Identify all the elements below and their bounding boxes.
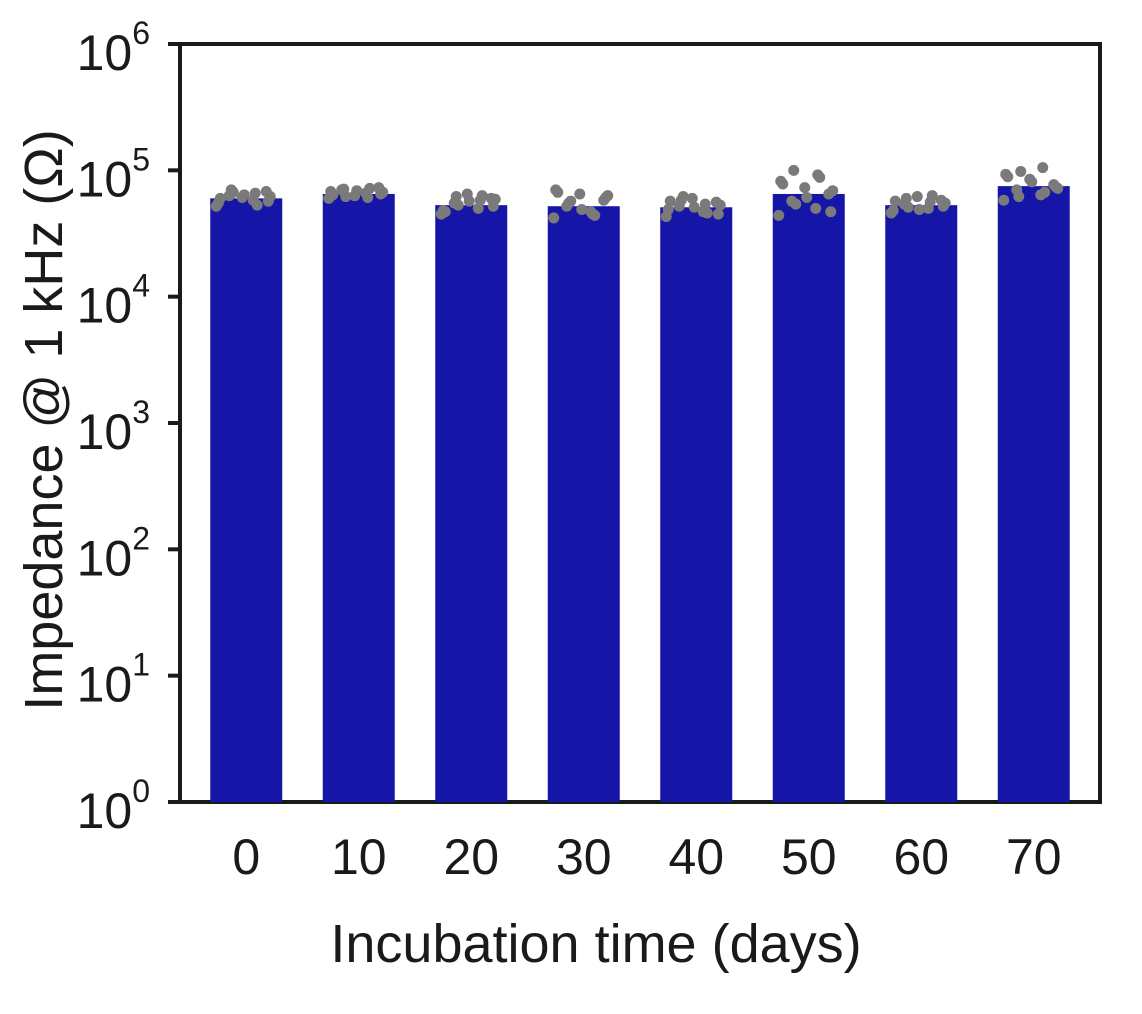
x-tick-label: 60	[893, 829, 949, 885]
data-point	[911, 191, 923, 203]
data-point	[439, 206, 451, 218]
y-tick-label: 100	[77, 773, 150, 839]
data-point	[463, 195, 475, 207]
data-point	[589, 209, 601, 221]
data-point	[552, 186, 564, 198]
data-point	[788, 164, 800, 176]
data-point	[574, 188, 586, 200]
data-point	[238, 189, 250, 201]
data-point	[1015, 165, 1027, 177]
x-tick-label: 40	[668, 829, 724, 885]
x-tick-label: 20	[443, 829, 499, 885]
data-point	[701, 207, 713, 219]
y-tick-label: 101	[77, 647, 150, 713]
data-point	[777, 178, 789, 190]
bar-70	[997, 186, 1070, 803]
x-ticks-group: 0 10 20 30 40 50 60 70	[232, 829, 1061, 885]
data-point	[489, 193, 501, 205]
y-tick-label: 104	[77, 268, 150, 334]
x-tick-label: 10	[331, 829, 387, 885]
data-point	[565, 195, 577, 207]
data-point	[251, 199, 263, 211]
data-point	[686, 192, 698, 204]
x-tick-label: 0	[232, 829, 260, 885]
data-point	[450, 191, 462, 203]
data-point	[773, 209, 785, 221]
y-tick-label: 102	[77, 520, 150, 586]
data-point	[900, 192, 912, 204]
bar-0	[210, 198, 283, 802]
data-point	[662, 203, 674, 215]
y-axis-title: Impedance @ 1 kHz (Ω)	[14, 129, 74, 710]
data-point	[377, 186, 389, 198]
data-point	[926, 190, 938, 202]
data-point	[1037, 162, 1049, 174]
data-point	[664, 195, 676, 207]
x-axis-title: Incubation time (days)	[330, 914, 861, 974]
data-point	[677, 191, 689, 203]
bar-20	[435, 205, 508, 802]
data-point	[1052, 182, 1064, 194]
data-point	[902, 201, 914, 213]
y-ticks-group: 100 101 102 103 104 105 106	[77, 15, 180, 839]
y-tick-label: 105	[77, 141, 150, 207]
data-point	[602, 190, 614, 202]
x-tick-label: 50	[781, 829, 837, 885]
data-point	[810, 202, 822, 214]
data-point	[351, 185, 363, 197]
data-point	[340, 191, 352, 203]
data-point	[699, 198, 711, 210]
data-point	[790, 198, 802, 210]
points-group	[210, 162, 1064, 224]
data-point	[801, 191, 813, 203]
data-point	[362, 191, 374, 203]
y-tick-label: 103	[77, 394, 150, 460]
data-point	[249, 187, 261, 199]
bar-50	[772, 193, 845, 802]
data-point	[214, 192, 226, 204]
data-point	[814, 171, 826, 183]
data-point	[1026, 176, 1038, 188]
data-point	[827, 185, 839, 197]
data-point	[476, 190, 488, 202]
data-point	[264, 191, 276, 203]
bar-40	[660, 207, 733, 802]
data-point	[825, 206, 837, 218]
data-point	[913, 203, 925, 215]
data-point	[714, 199, 726, 211]
data-point	[1039, 186, 1051, 198]
data-point	[712, 208, 724, 220]
data-point	[939, 197, 951, 209]
data-point	[576, 203, 588, 215]
data-point	[327, 189, 339, 201]
data-point	[1013, 191, 1025, 203]
y-tick-label: 106	[77, 15, 150, 81]
x-tick-label: 70	[1006, 829, 1062, 885]
data-point	[1002, 171, 1014, 183]
data-point	[548, 212, 560, 224]
data-point	[227, 186, 239, 198]
data-point	[887, 205, 899, 217]
bars-group	[210, 186, 1070, 803]
bar-60	[885, 205, 958, 802]
data-point	[452, 199, 464, 211]
data-point	[688, 201, 700, 213]
data-point	[889, 195, 901, 207]
plot-frame	[178, 42, 1102, 804]
bar-10	[322, 193, 395, 802]
data-point	[364, 182, 376, 194]
data-point	[799, 182, 811, 194]
data-point	[998, 194, 1010, 206]
x-tick-label: 30	[556, 829, 612, 885]
bar-30	[547, 206, 620, 803]
